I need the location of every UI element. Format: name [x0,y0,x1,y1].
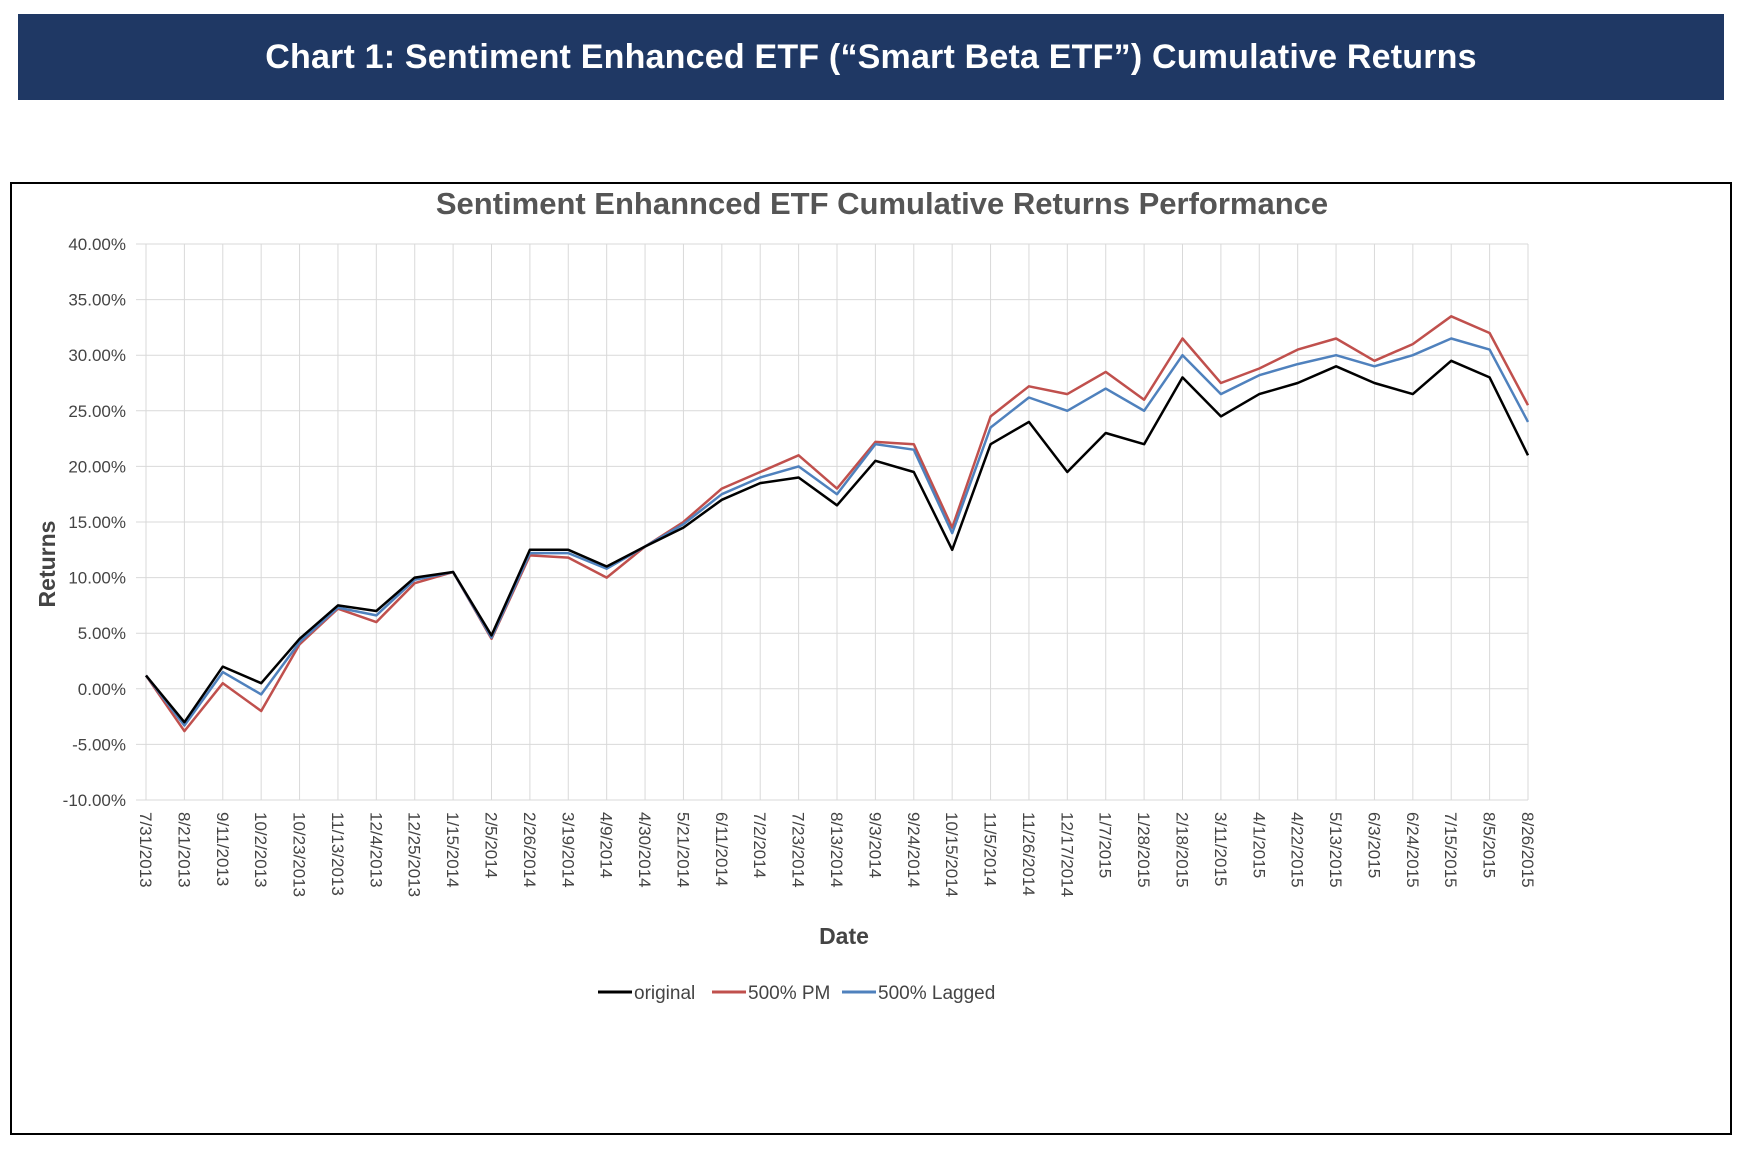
x-tick-label: 8/5/2015 [1480,812,1499,878]
chart-title: Sentiment Enhannced ETF Cumulative Retur… [436,186,1328,221]
x-tick-label: 3/11/2015 [1211,812,1230,886]
y-tick-label: -10.00% [63,791,126,810]
x-tick-label: 10/15/2014 [942,812,961,897]
chart-svg: Sentiment Enhannced ETF Cumulative Retur… [34,186,1537,1004]
x-tick-label: 12/4/2013 [366,812,385,888]
y-tick-label: 30.00% [68,346,126,365]
y-tick-label: 25.00% [68,402,126,421]
x-tick-label: 6/24/2015 [1403,812,1422,888]
series-line-500-pm [144,315,1530,733]
x-tick-label: 12/17/2014 [1057,812,1076,897]
legend: original 500% PM 500% Lagged [598,983,995,1004]
y-tick-label: 20.00% [68,457,126,476]
x-tick-label: 4/22/2015 [1288,812,1307,888]
legend-label: original [634,983,695,1004]
y-tick-label: 40.00% [68,235,126,254]
y-tick-label: 10.00% [68,569,126,588]
banner-title: Chart 1: Sentiment Enhanced ETF (“Smart … [265,37,1477,76]
y-tick-label: -5.00% [72,735,126,754]
series-line-original [145,359,1530,724]
x-axis-title: Date [819,923,869,949]
x-tick-label: 5/21/2014 [673,812,692,888]
legend-label: 500% PM [748,983,830,1004]
x-tick-label: 12/25/2013 [405,812,424,897]
x-tick-label: 1/15/2014 [443,812,462,888]
x-tick-label: 1/28/2015 [1134,812,1153,888]
y-tick-label: 15.00% [68,513,126,532]
legend-label: 500% Lagged [878,983,995,1004]
x-tick-label: 8/13/2014 [827,812,846,888]
x-tick-label: 11/13/2013 [328,812,347,896]
x-tick-label: 7/15/2015 [1441,812,1460,888]
x-tick-label: 7/2/2014 [750,812,769,878]
x-tick-label: 11/5/2014 [981,812,1000,886]
x-tick-label: 9/11/2013 [213,812,232,886]
x-tick-label: 7/31/2013 [136,812,155,888]
banner: Chart 1: Sentiment Enhanced ETF (“Smart … [18,14,1724,100]
x-tick-label: 8/26/2015 [1518,812,1537,888]
x-tick-label: 10/2/2013 [251,812,270,888]
x-tick-label: 4/30/2014 [635,812,654,888]
x-tick-label: 4/9/2014 [597,812,616,878]
x-tick-label: 2/26/2014 [520,812,539,888]
y-tick-label: 5.00% [78,624,126,643]
grid-layer [136,243,1529,801]
x-tick-label: 6/11/2014 [712,812,731,886]
x-tick-label: 2/18/2015 [1173,812,1192,888]
chart-frame: Sentiment Enhannced ETF Cumulative Retur… [10,182,1732,1135]
x-tick-label: 9/24/2014 [904,812,923,888]
x-tick-label: 9/3/2014 [865,812,884,878]
x-tick-label: 10/23/2013 [290,812,309,897]
x-tick-label: 6/3/2015 [1364,812,1383,878]
x-tick-label: 8/21/2013 [174,812,193,888]
x-tick-label: 3/19/2014 [558,812,577,888]
series-layer [144,315,1530,733]
x-tick-label: 1/7/2015 [1096,812,1115,878]
x-tick-label: 5/13/2015 [1326,812,1345,888]
x-tick-label: 2/5/2014 [482,812,501,878]
y-axis-title: Returns [34,521,60,608]
y-tick-label: 35.00% [68,291,126,310]
y-tick-label: 0.00% [78,680,126,699]
series-line-500-lagged [145,337,1530,727]
x-tick-label: 4/1/2015 [1249,812,1268,878]
y-axis-ticks: 40.00% 35.00% 30.00% 25.00% 20.00% 15.00% 10.0… [63,235,126,810]
x-tick-label: 7/23/2014 [789,812,808,888]
x-tick-label: 11/26/2014 [1019,812,1038,896]
x-axis-ticks: 7/31/2013 8/21/2013 9/11/2013 10/2/2013 10/2… [136,812,1537,897]
